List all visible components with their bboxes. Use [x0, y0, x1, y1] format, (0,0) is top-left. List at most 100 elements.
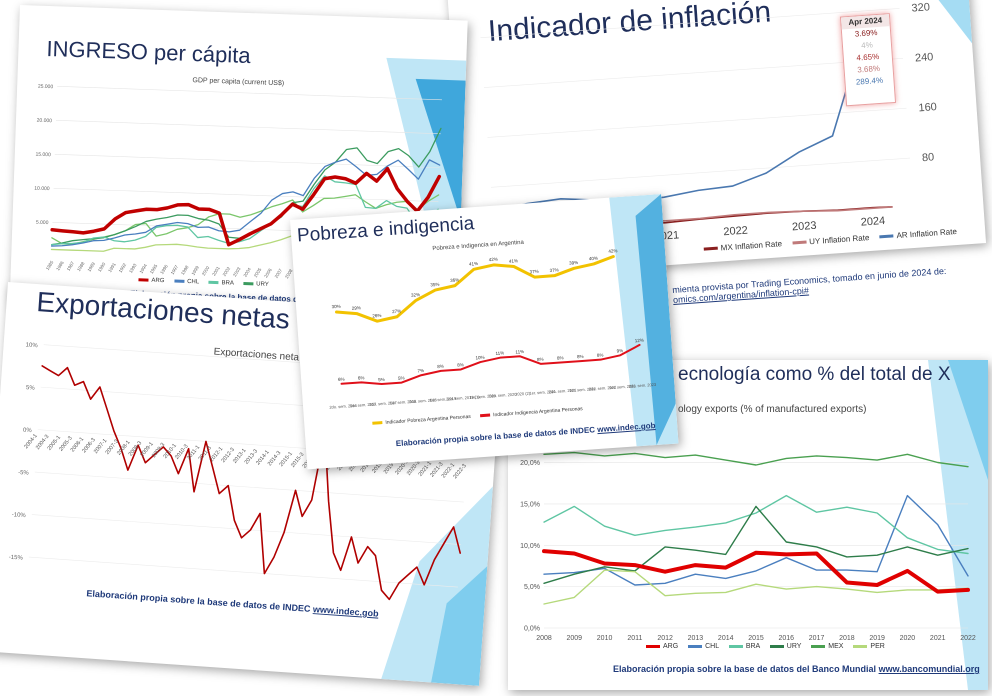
x-tick-label: 2020 — [900, 635, 916, 642]
tecnologia-decor — [928, 360, 988, 690]
data-label: 30% — [331, 304, 340, 310]
gridline — [54, 154, 440, 169]
data-label: 6% — [358, 375, 365, 380]
gridline — [490, 157, 910, 188]
data-label: 8% — [597, 352, 604, 357]
exportaciones-chart: 10%5%0%-5%-10%-15%2004-12004-32005-12005… — [9, 342, 473, 601]
x-tick-label: 2012 — [657, 635, 673, 642]
data-label: 8% — [537, 357, 544, 362]
gridline — [53, 187, 439, 203]
y-tick-label: 25.000 — [38, 84, 54, 91]
data-label: 32% — [411, 292, 420, 298]
x-tick-label: 2do. sem. 2020 — [489, 392, 518, 399]
series-line-per — [543, 569, 969, 605]
x-tick-label: 2000 — [201, 265, 211, 277]
data-label: 11% — [515, 349, 524, 355]
exportaciones-card: Exportaciones netas Exportaciones neta 1… — [0, 282, 505, 686]
gridline — [55, 120, 441, 135]
series-line-bra — [543, 494, 969, 555]
y-tick-label: -5% — [18, 470, 30, 477]
data-label: 37% — [549, 267, 558, 273]
x-tick-label: 1er. sem. 2022 — [569, 386, 597, 393]
x-tick-label: 1989 — [86, 261, 96, 273]
legend-chl: CHL — [705, 643, 719, 650]
series-line-mex — [543, 451, 969, 468]
y-tick-label: 0,0% — [524, 626, 540, 633]
gridline — [31, 514, 461, 545]
legend-ury: URY — [786, 643, 802, 650]
tecnologia-subtitle: ology exports (% of manufactured exports… — [678, 404, 867, 415]
pobreza-decor — [609, 194, 679, 447]
x-tick-label: 2006 — [263, 267, 273, 279]
x-tick-label: 2019 — [869, 635, 885, 642]
x-tick-label: 2009 — [566, 635, 582, 642]
y-tick-label: 20.000 — [37, 118, 53, 125]
data-label: 10% — [475, 355, 484, 361]
x-tick-label: 2011 — [627, 635, 642, 642]
x-tick-label: 1er. sem. 2018 — [390, 399, 418, 406]
data-label: 12% — [635, 338, 644, 344]
gridline — [483, 57, 903, 88]
x-tick-label: 2010 — [597, 635, 613, 642]
series-line-indigencia — [340, 343, 641, 386]
data-label: 8% — [557, 355, 564, 360]
legend-mex: MEX — [828, 643, 844, 650]
x-tick-label: 1er. sem. 2017 — [350, 401, 378, 408]
x-tick-label: 1er. sem. 2020 — [469, 393, 497, 400]
series-line-ar — [492, 28, 881, 214]
x-tick-label: 2015 — [748, 635, 764, 642]
data-label: 41% — [469, 261, 478, 267]
x-tick-label: 2do. sem. 2018 — [409, 397, 438, 404]
series-line-chl — [50, 158, 441, 247]
x-tick-label: 1er. sem. 2021 — [529, 389, 557, 396]
data-label: 29% — [352, 305, 361, 311]
data-label: 8% — [437, 364, 444, 369]
x-tick-label: 1992 — [118, 262, 128, 274]
y-tick-label: 5,0% — [524, 584, 540, 591]
tecnologia-chart: 20,0% 15,0% 10,0% 5,0% 0,0% 2008 2009 2010 2011 2… — [520, 451, 976, 642]
y-tick-label: 160 — [918, 101, 937, 114]
x-tick-label: 2007 — [274, 267, 284, 279]
data-label: 8% — [457, 362, 464, 367]
data-label: 7% — [417, 368, 424, 373]
x-tick-label: 2004 — [242, 266, 252, 278]
legend-bra: BRA — [221, 280, 234, 287]
y-tick-label: 0% — [23, 428, 33, 435]
data-label: 36% — [450, 277, 459, 283]
tecnologia-source-text: Elaboración propia sobre la base de dato… — [613, 664, 877, 674]
gridline — [28, 556, 458, 588]
gridline — [487, 107, 907, 138]
y-tick-label: 5.000 — [36, 220, 49, 226]
inflation-decor — [883, 0, 973, 44]
x-tick-label: 1997 — [170, 264, 180, 276]
x-tick-label: 1998 — [180, 264, 190, 276]
legend-bra: BRA — [745, 643, 760, 650]
inflation-tooltip: Apr 2024 3.69% 4% 4.65% 3.68% 289.4% — [839, 13, 897, 107]
data-label: 40% — [589, 256, 598, 262]
x-tick-label: 2017 — [809, 635, 825, 642]
y-tick-label: 20,0% — [520, 460, 540, 467]
tecnologia-source: Elaboración propia sobre la base de dato… — [613, 664, 980, 674]
x-tick-label: 2018 — [839, 635, 855, 642]
x-tick-label: 1988 — [76, 261, 86, 273]
data-label: 42% — [608, 248, 617, 254]
tecnologia-source-link[interactable]: www.bancomundial.org — [878, 664, 980, 674]
data-label: 6% — [338, 377, 345, 382]
exportaciones-decor — [381, 486, 493, 686]
x-tick-label: 2do. sem. 2022 — [589, 385, 618, 392]
y-tick-label: -15% — [9, 555, 24, 562]
gridline — [57, 86, 442, 101]
data-label: 9% — [617, 348, 624, 353]
x-tick-label: 2021 — [930, 635, 946, 642]
series-line-chl — [543, 494, 969, 586]
y-tick-label: 10.000 — [34, 186, 50, 193]
y-tick-label: 80 — [922, 151, 935, 164]
data-label: 8% — [577, 354, 584, 359]
x-tick-label: 2do. sem. 2019 (1) — [446, 394, 481, 401]
data-label: 5% — [378, 377, 385, 382]
x-tick-label: 2do. sem. 2021 — [549, 387, 578, 394]
x-tick-label: 2022 — [723, 225, 748, 239]
legend-chl: CHL — [187, 279, 200, 286]
series-line-bra — [51, 175, 439, 246]
series-line-pobreza — [335, 255, 615, 323]
